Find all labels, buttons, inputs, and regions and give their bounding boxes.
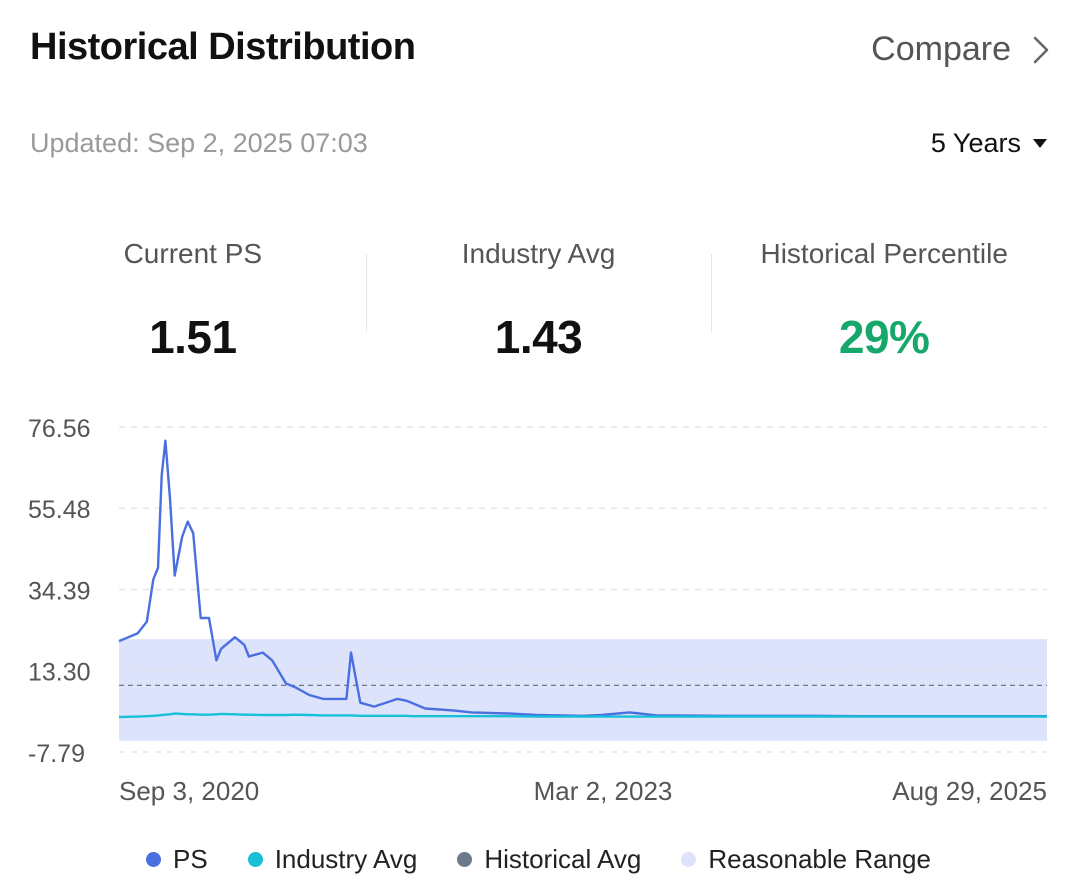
legend-label: Historical Avg: [484, 844, 642, 874]
ps-history-chart[interactable]: 76.56 55.48 34.39 13.30 -7.79 Sep 3, 2020 Mar …: [0, 400, 1077, 820]
y-tick-label: -7.79: [28, 740, 85, 768]
legend-label: Reasonable Range: [708, 844, 931, 874]
legend-label: PS: [173, 844, 208, 874]
legend-label: Industry Avg: [274, 844, 418, 874]
legend-dot-industry-avg: [247, 852, 263, 867]
y-tick-label: 34.39: [28, 577, 91, 605]
stat-label: Industry Avg: [461, 238, 616, 269]
y-tick-label: 76.56: [28, 415, 91, 443]
stat-current-ps: Current PS 1.51: [20, 238, 366, 364]
stat-industry-avg: Industry Avg 1.43: [365, 238, 712, 364]
compare-label: Compare: [871, 30, 1011, 68]
stat-value: 29%: [838, 311, 930, 363]
legend-item-industry-avg[interactable]: Industry Avg: [247, 844, 418, 875]
caret-down-icon: [1033, 135, 1047, 153]
time-range-dropdown[interactable]: 5 Years: [931, 128, 1047, 159]
stats-row: Current PS 1.51 Industry Avg 1.43 Histor…: [20, 238, 1057, 364]
reasonable-range-band: [119, 639, 1047, 741]
x-tick-label: Aug 29, 2025: [892, 776, 1047, 806]
page-title: Historical Distribution: [30, 26, 416, 68]
stat-label: Historical Percentile: [760, 238, 1008, 269]
legend-item-historical-avg[interactable]: Historical Avg: [457, 844, 641, 875]
time-range-label: 5 Years: [930, 128, 1021, 158]
chart-legend: PS Industry Avg Historical Avg Reasonabl…: [0, 844, 1077, 875]
legend-item-reasonable-range[interactable]: Reasonable Range: [681, 844, 931, 875]
x-tick-label: Sep 3, 2020: [119, 776, 259, 806]
x-tick-label: Mar 2, 2023: [534, 776, 673, 806]
legend-dot-ps: [146, 852, 162, 867]
y-tick-label: 13.30: [28, 659, 91, 687]
compare-button[interactable]: Compare: [871, 30, 1049, 69]
chevron-right-icon: [1033, 36, 1049, 64]
legend-dot-reasonable-range: [681, 852, 697, 867]
updated-timestamp: Updated: Sep 2, 2025 07:03: [30, 128, 368, 158]
stat-historical-percentile: Historical Percentile 29%: [711, 238, 1057, 364]
y-tick-label: 55.48: [28, 496, 91, 524]
legend-item-ps[interactable]: PS: [146, 844, 208, 875]
stat-value: 1.43: [494, 311, 583, 363]
stat-label: Current PS: [123, 238, 263, 269]
stat-value: 1.51: [149, 311, 237, 363]
legend-dot-historical-avg: [457, 852, 473, 867]
industry-avg-line: [118, 712, 1048, 719]
